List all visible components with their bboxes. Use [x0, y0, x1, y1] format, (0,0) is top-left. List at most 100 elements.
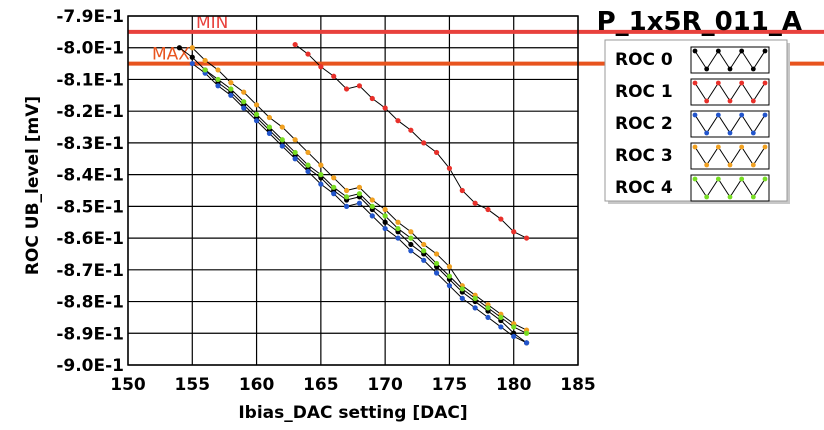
legend-swatch-point — [727, 98, 733, 104]
data-point — [305, 162, 311, 168]
data-point — [485, 314, 491, 321]
x-tick-label: 185 — [560, 375, 596, 395]
data-point — [369, 203, 375, 209]
legend-swatch-point — [715, 80, 721, 86]
legend-label: ROC 4 — [615, 178, 673, 198]
data-point — [241, 99, 247, 105]
grid — [127, 15, 579, 366]
data-point — [485, 305, 491, 311]
legend-swatch-point — [692, 176, 698, 182]
data-point — [446, 165, 453, 171]
data-point — [331, 191, 337, 197]
legend-swatch-point — [692, 80, 698, 86]
data-point — [253, 111, 260, 117]
data-point — [356, 191, 363, 197]
data-point — [305, 51, 311, 57]
data-point — [395, 235, 401, 241]
data-point — [498, 314, 504, 321]
data-point — [176, 45, 183, 51]
data-point — [318, 172, 324, 178]
y-tick-label: -8.6E-1 — [56, 229, 124, 249]
data-point — [421, 257, 427, 263]
series-line — [204, 69, 527, 334]
x-tick-labels: 150 155 160 165 170 175 180 185 — [110, 375, 596, 395]
data-point — [395, 225, 401, 232]
x-tick-label: 165 — [303, 375, 339, 395]
legend-swatch-point — [750, 130, 756, 136]
y-tick-label: -8.3E-1 — [56, 134, 124, 154]
legend-swatch-point — [750, 194, 756, 200]
series-line — [294, 44, 527, 239]
data-point — [511, 333, 517, 340]
legend-swatch-point — [762, 80, 768, 86]
data-point — [356, 200, 363, 206]
legend-item-roc-4: ROC 4 — [615, 174, 770, 202]
data-point — [472, 295, 478, 301]
plot-frame — [127, 15, 579, 366]
data-point — [215, 67, 221, 73]
legend-swatch-point — [750, 66, 756, 72]
legend-swatch-point — [739, 176, 745, 182]
legend-swatch-point — [704, 98, 710, 104]
legend-item-roc-1: ROC 1 — [615, 78, 770, 106]
data-point — [356, 184, 363, 190]
legend-swatch-point — [762, 176, 768, 182]
data-point — [305, 168, 311, 175]
data-point — [382, 225, 388, 232]
data-point — [356, 83, 363, 89]
data-point — [369, 197, 375, 203]
x-axis-title: Ibias_DAC setting [DAC] — [238, 403, 467, 423]
legend-label: ROC 0 — [615, 50, 673, 70]
y-tick-label: -8.5E-1 — [56, 197, 124, 217]
data-point — [485, 206, 491, 213]
y-tick-label: -8.7E-1 — [56, 261, 124, 281]
legend-swatch-point — [727, 66, 733, 72]
data-point — [189, 45, 195, 51]
legend-swatch-point — [715, 176, 721, 182]
data-point — [446, 273, 453, 279]
data-point — [343, 194, 350, 200]
y-tick-label: -9.0E-1 — [56, 356, 124, 376]
x-tick-label: 180 — [496, 375, 532, 395]
data-point — [228, 92, 234, 98]
data-point — [292, 156, 298, 162]
data-point — [395, 118, 401, 124]
data-point — [266, 130, 273, 136]
data-point — [266, 124, 273, 130]
data-point — [331, 73, 337, 79]
data-point — [408, 127, 414, 133]
data-point — [215, 76, 221, 83]
data-point — [421, 241, 427, 248]
data-point — [292, 137, 298, 143]
legend-swatch-point — [727, 162, 733, 168]
legend-swatch — [690, 110, 770, 138]
x-tick-label: 150 — [110, 375, 146, 395]
legend-swatch-point — [762, 144, 768, 150]
legend-swatch-point — [750, 162, 756, 168]
data-point — [343, 187, 350, 194]
legend-swatch-point — [739, 48, 745, 54]
data-point — [343, 86, 350, 92]
series-line — [179, 47, 527, 344]
data-point — [318, 181, 324, 187]
data-point — [433, 270, 440, 276]
data-point — [241, 105, 247, 111]
legend-item-roc-3: ROC 3 — [615, 142, 770, 170]
data-point — [382, 219, 388, 225]
data-point — [228, 86, 234, 92]
y-tick-label: -8.1E-1 — [56, 70, 124, 90]
data-point — [253, 102, 260, 108]
data-point — [408, 235, 414, 241]
data-point — [446, 264, 453, 270]
data-point — [395, 219, 401, 225]
data-point — [331, 175, 337, 181]
legend-item-roc-0: ROC 0 — [615, 46, 770, 74]
data-point — [318, 64, 324, 70]
legend-swatch-point — [704, 162, 710, 168]
legend-swatch-point — [715, 144, 721, 150]
data-point — [472, 305, 478, 311]
y-tick-label: -8.0E-1 — [56, 39, 124, 59]
data-point — [382, 206, 388, 213]
data-point — [369, 213, 375, 219]
data-point — [433, 149, 440, 156]
